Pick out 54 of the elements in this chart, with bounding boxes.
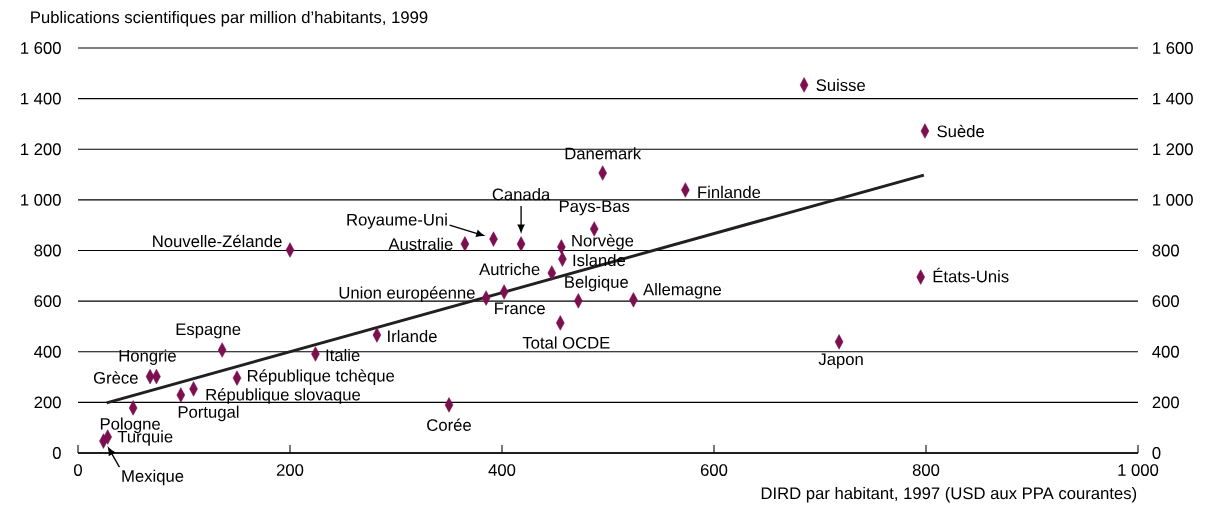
- annotation: Japon: [818, 353, 863, 369]
- x-tick-label: 600: [700, 464, 728, 476]
- y-tick-label: 400: [34, 345, 61, 358]
- x-tick-label: 400: [488, 464, 516, 476]
- annotation: Mexique: [122, 469, 184, 486]
- annotation: États-Unis: [933, 267, 1009, 283]
- y-tick-label: 1 200: [21, 143, 61, 156]
- y-tick-label: 200: [34, 396, 61, 409]
- annotation: Belgique: [565, 275, 628, 292]
- annotation: République tchèque: [247, 369, 395, 385]
- x-axis-title: DIRD par habitant, 1997 (USD aux PPA courantes): [761, 486, 1137, 503]
- annotation: Nouvelle-Zélande: [153, 234, 282, 248]
- x-tick-label: 0: [74, 464, 82, 476]
- x-tick-label: 200: [276, 464, 304, 476]
- y-tick-label: 600: [34, 295, 61, 308]
- annotation: Canada: [492, 188, 551, 201]
- y-axis-title: Publications scientifiques par million d’habitants, 1999: [31, 10, 428, 27]
- annotation: Italie: [326, 348, 360, 362]
- annotation: Espagne: [176, 323, 241, 339]
- y2-tick-label: 200: [1152, 396, 1179, 409]
- annotation: Corée: [427, 418, 471, 431]
- y2-tick-label: 400: [1152, 345, 1179, 358]
- y2-tick-label: 1 600: [1153, 42, 1193, 54]
- x-tick-label: 800: [912, 464, 940, 476]
- annotation: Union européenne: [339, 286, 475, 302]
- y-tick-label: 1 600: [21, 42, 61, 54]
- annotation: Australie: [388, 237, 453, 251]
- annotation: Autriche: [479, 262, 540, 276]
- x-tick-label: 1 000: [1118, 464, 1159, 476]
- annotation: Royaume-Uni: [347, 213, 447, 229]
- y2-tick-label: 1 400: [1153, 92, 1193, 105]
- y2-tick-label: 800: [1152, 244, 1179, 257]
- annotation: Total OCDE: [522, 336, 610, 349]
- annotation: Danemark: [565, 147, 642, 160]
- annotation: Allemagne: [643, 283, 722, 299]
- annotation: République slovaque: [206, 388, 361, 404]
- annotation: Norvège: [572, 234, 634, 250]
- annotation: Pays-Bas: [559, 200, 630, 216]
- y-tick-label: 1 400: [21, 92, 61, 105]
- annotation: Hongrie: [119, 349, 176, 365]
- annotation: Grèce: [93, 371, 138, 384]
- y2-tick-label: 0: [1152, 447, 1161, 459]
- annotation: Suisse: [816, 78, 865, 92]
- y2-tick-label: 600: [1152, 295, 1179, 308]
- annotation: Suède: [937, 124, 984, 138]
- y-tick-label: 1 000: [21, 193, 61, 206]
- y2-tick-label: 1 200: [1153, 143, 1193, 156]
- annotation: Finlande: [698, 185, 761, 199]
- y2-tick-label: 1 000: [1153, 193, 1193, 206]
- annotation: Irlande: [388, 329, 437, 343]
- annotation: France: [495, 302, 545, 315]
- annotation: Portugal: [178, 405, 239, 422]
- y-tick-label: 0: [52, 447, 61, 459]
- y-tick-label: 800: [34, 244, 61, 257]
